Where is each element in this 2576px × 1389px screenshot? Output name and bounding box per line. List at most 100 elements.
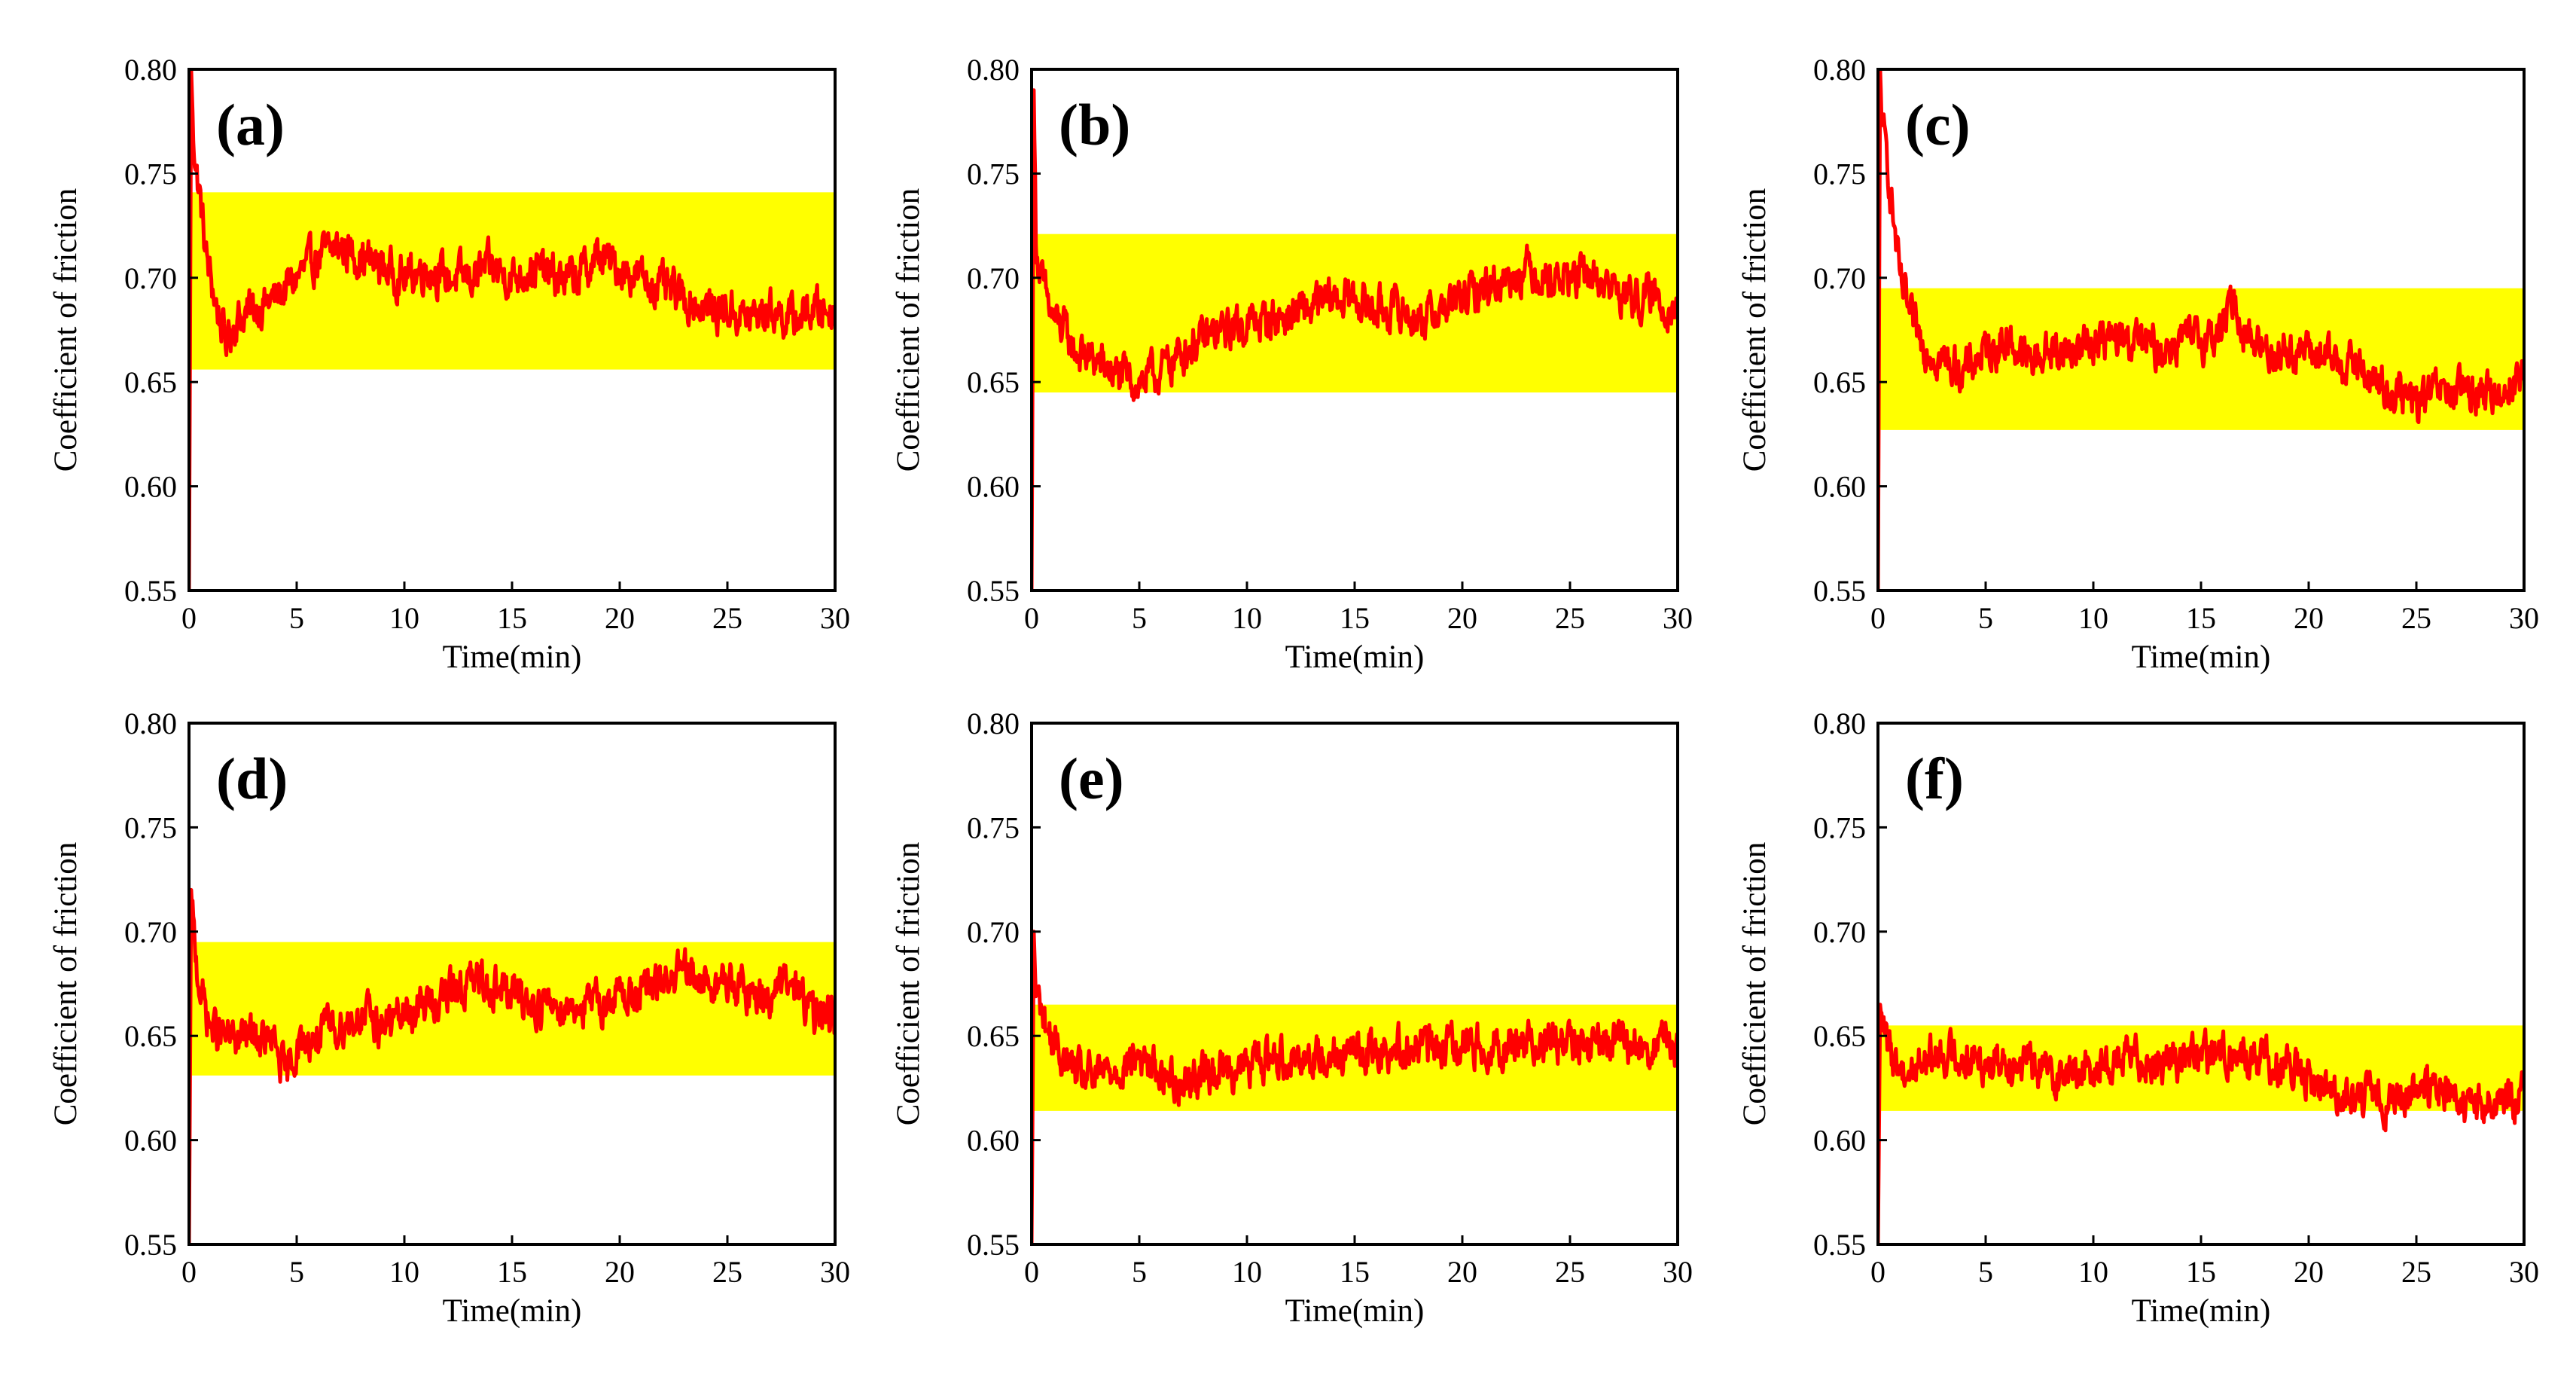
x-tick-label: 15: [1340, 1255, 1370, 1289]
y-tick-label: 0.60: [124, 1124, 177, 1158]
y-tick-label: 0.75: [124, 157, 177, 191]
x-tick-label: 15: [2186, 1255, 2216, 1289]
y-tick-label: 0.65: [124, 1019, 177, 1053]
panel-label: (b): [1059, 92, 1130, 157]
x-tick-label: 10: [2078, 1255, 2108, 1289]
y-tick-label: 0.60: [967, 470, 1020, 504]
panel-label: (c): [1905, 92, 1971, 157]
y-tick-label: 0.55: [124, 1228, 177, 1262]
x-tick-label: 30: [1663, 1255, 1693, 1289]
y-tick-label: 0.70: [967, 261, 1020, 295]
series-line-cof: [1032, 930, 1678, 1244]
y-tick-label: 0.55: [967, 1228, 1020, 1262]
y-axis-title: Coefficient of friction: [48, 188, 84, 472]
x-tick-label: 5: [289, 601, 304, 635]
y-tick-label: 0.70: [1813, 915, 1866, 949]
x-tick-label: 0: [1870, 1255, 1886, 1289]
y-tick-label: 0.75: [1813, 157, 1866, 191]
y-tick-label: 0.80: [1813, 53, 1866, 87]
x-tick-label: 25: [712, 601, 742, 635]
x-tick-label: 25: [2401, 601, 2431, 635]
x-tick-label: 5: [1978, 1255, 1993, 1289]
y-tick-label: 0.80: [967, 53, 1020, 87]
x-tick-label: 20: [2294, 1255, 2324, 1289]
y-tick-label: 0.75: [967, 157, 1020, 191]
range-band: [1032, 234, 1678, 393]
x-tick-label: 0: [1024, 1255, 1039, 1289]
x-tick-label: 10: [2078, 601, 2108, 635]
chart-panel-d: 0 5 10 15 20 25 30 0.55 0.60 0.65 0.70 0.75 0.80 Time…: [48, 707, 850, 1329]
x-tick-label: 20: [605, 1255, 635, 1289]
x-tick-label: 20: [1447, 1255, 1477, 1289]
panel-grid: 0 5 10 15 20 25 30 0.55 0.60 0.65 0.70 0.75 0.80 Time…: [48, 53, 2539, 1329]
x-tick-label: 15: [1340, 601, 1370, 635]
series-line-cof: [1032, 88, 1678, 591]
x-tick-label: 20: [1447, 601, 1477, 635]
x-tick-label: 5: [289, 1255, 304, 1289]
x-tick-label: 25: [712, 1255, 742, 1289]
y-tick-label: 0.65: [124, 365, 177, 399]
x-axis-title: Time(min): [2132, 1293, 2271, 1329]
x-axis-title: Time(min): [2132, 640, 2271, 675]
chart-panel-e: 0 5 10 15 20 25 30 0.55 0.60 0.65 0.70 0.75 0.80 Time…: [891, 707, 1693, 1329]
y-tick-label: 0.60: [1813, 1124, 1866, 1158]
x-tick-label: 10: [389, 601, 419, 635]
y-axis-title: Coefficient of friction: [1737, 188, 1773, 472]
y-tick-label: 0.70: [1813, 261, 1866, 295]
y-axis-title: Coefficient of friction: [891, 188, 926, 472]
x-tick-label: 0: [181, 601, 197, 635]
x-tick-label: 0: [1870, 601, 1886, 635]
y-tick-label: 0.55: [124, 574, 177, 608]
y-axis-title: Coefficient of friction: [891, 842, 926, 1126]
panel-label: (d): [216, 746, 288, 811]
x-axis-title: Time(min): [443, 1293, 582, 1329]
chart-panel-b: 0 5 10 15 20 25 30 0.55 0.60 0.65 0.70 0.75 0.80 Time…: [891, 53, 1693, 675]
y-tick-label: 0.65: [967, 1019, 1020, 1053]
y-tick-label: 0.70: [124, 261, 177, 295]
x-tick-label: 15: [2186, 601, 2216, 635]
x-tick-label: 25: [1555, 1255, 1585, 1289]
x-tick-label: 30: [820, 1255, 850, 1289]
y-tick-label: 0.65: [1813, 1019, 1866, 1053]
x-tick-label: 20: [605, 601, 635, 635]
x-axis-title: Time(min): [1285, 640, 1425, 675]
y-tick-label: 0.60: [1813, 470, 1866, 504]
y-tick-label: 0.80: [124, 707, 177, 740]
x-tick-label: 0: [181, 1255, 197, 1289]
y-tick-label: 0.80: [967, 707, 1020, 740]
x-tick-label: 0: [1024, 601, 1039, 635]
y-tick-label: 0.80: [1813, 707, 1866, 740]
series-line-cof: [1878, 1003, 2524, 1244]
y-tick-label: 0.60: [124, 470, 177, 504]
y-tick-label: 0.75: [1813, 811, 1866, 844]
x-tick-label: 5: [1132, 601, 1147, 635]
chart-panel-a: 0 5 10 15 20 25 30 0.55 0.60 0.65 0.70 0.75 0.80 Time…: [48, 53, 850, 675]
y-tick-label: 0.55: [1813, 1228, 1866, 1262]
x-tick-label: 20: [2294, 601, 2324, 635]
x-tick-label: 10: [1232, 1255, 1262, 1289]
x-tick-label: 30: [820, 601, 850, 635]
x-tick-label: 10: [1232, 601, 1262, 635]
x-tick-label: 25: [1555, 601, 1585, 635]
x-tick-label: 25: [2401, 1255, 2431, 1289]
y-tick-label: 0.70: [967, 915, 1020, 949]
x-tick-label: 5: [1978, 601, 1993, 635]
x-axis-title: Time(min): [1285, 1293, 1425, 1329]
series-line-cof: [1878, 69, 2524, 591]
y-axis-title: Coefficient of friction: [48, 842, 84, 1126]
y-tick-label: 0.55: [967, 574, 1020, 608]
y-tick-label: 0.60: [967, 1124, 1020, 1158]
y-tick-label: 0.70: [124, 915, 177, 949]
x-tick-label: 30: [2509, 601, 2539, 635]
y-tick-label: 0.75: [967, 811, 1020, 844]
x-tick-label: 30: [2509, 1255, 2539, 1289]
y-tick-label: 0.55: [1813, 574, 1866, 608]
x-tick-label: 5: [1132, 1255, 1147, 1289]
series-line-cof: [189, 887, 835, 1244]
y-tick-label: 0.65: [1813, 365, 1866, 399]
y-tick-label: 0.80: [124, 53, 177, 87]
x-tick-label: 30: [1663, 601, 1693, 635]
panel-label: (a): [216, 92, 285, 157]
x-tick-label: 15: [497, 1255, 527, 1289]
